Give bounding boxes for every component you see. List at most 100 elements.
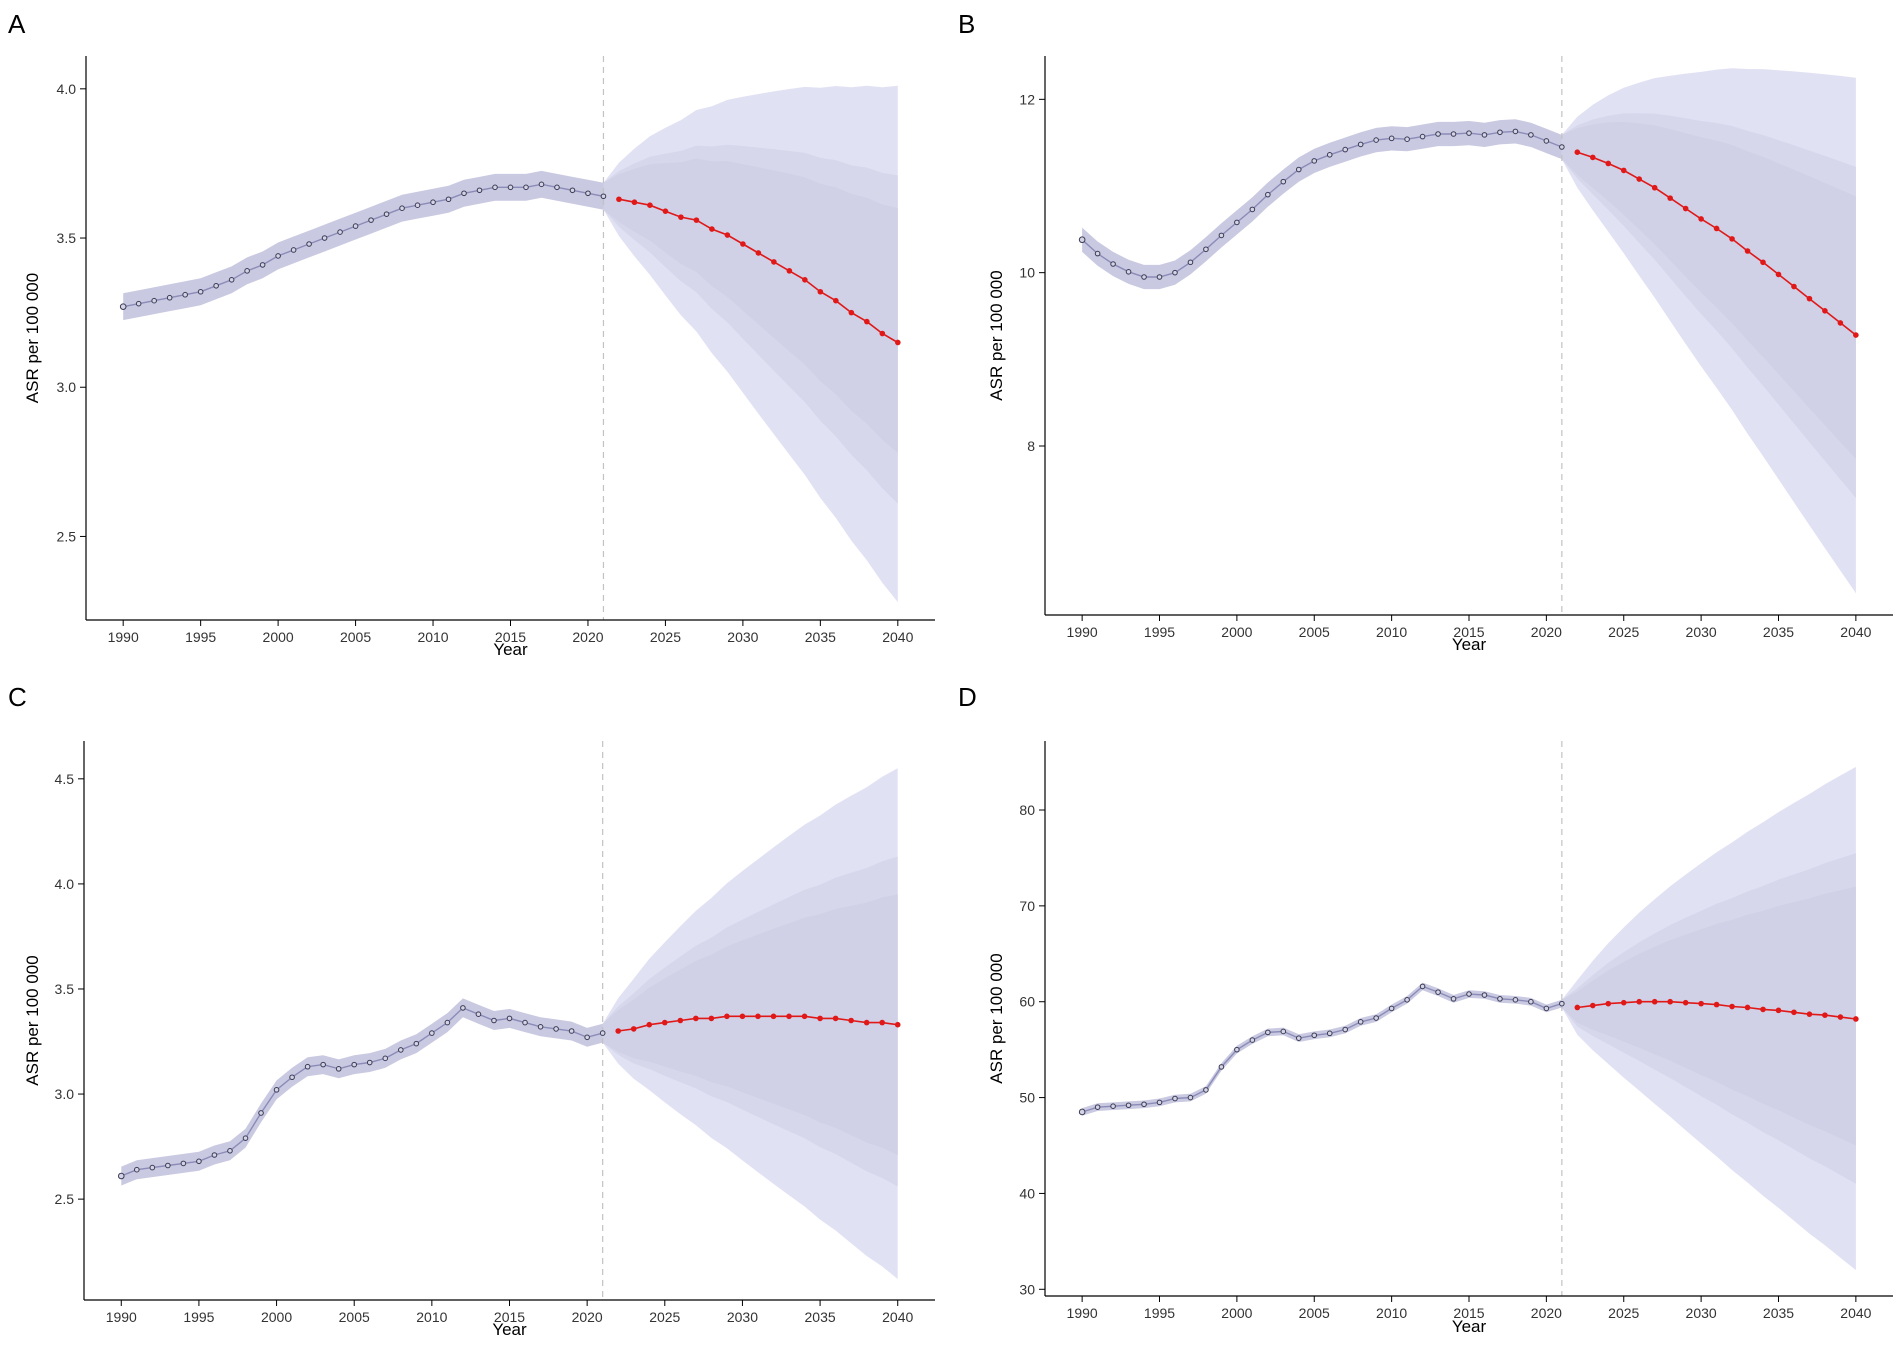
x-tick-label: 1990 [1067, 1305, 1098, 1321]
prediction-point [1682, 205, 1689, 212]
observed-point [475, 1011, 482, 1017]
prediction-point [1729, 236, 1735, 242]
x-axis-title: Year [493, 640, 528, 659]
observed-point [1357, 141, 1364, 148]
observed-point [117, 1172, 125, 1180]
prediction-point [802, 277, 808, 283]
prediction-point [709, 226, 715, 232]
observed-point [445, 196, 452, 203]
observed-point [1265, 191, 1271, 198]
panel-letter: D [958, 682, 977, 712]
observed-point [119, 303, 127, 310]
y-axis-title: ASR per 100 000 [987, 953, 1006, 1083]
observed-point [399, 205, 405, 211]
observed-point [211, 1152, 218, 1158]
y-tick-label: 30 [1019, 1281, 1035, 1297]
x-tick-label: 2000 [261, 1309, 292, 1325]
panel-letter: B [958, 9, 975, 39]
prediction-point [1837, 1014, 1844, 1020]
observed-point [366, 1059, 373, 1066]
x-tick-label: 2020 [1531, 624, 1562, 640]
x-tick-label: 2040 [1840, 1305, 1871, 1321]
observed-point [1559, 144, 1565, 150]
prediction-point [879, 1019, 886, 1026]
y-tick-label: 12 [1019, 91, 1035, 107]
prediction-point [1806, 295, 1813, 302]
observed-point [584, 1034, 590, 1041]
observed-point [1543, 1005, 1550, 1012]
prediction-point [1729, 1003, 1735, 1010]
observed-point [1218, 232, 1225, 239]
x-tick-label: 2000 [1221, 624, 1252, 640]
observed-point [242, 1135, 249, 1141]
observed-point [461, 190, 467, 197]
observed-point [1373, 1015, 1379, 1021]
y-axis-title: ASR per 100 000 [23, 273, 42, 403]
prediction-point [615, 1028, 622, 1034]
observed-point [289, 1074, 295, 1081]
prediction-point [693, 217, 700, 223]
observed-point [1234, 219, 1240, 226]
observed-point [228, 277, 235, 283]
prediction-point [1605, 160, 1612, 167]
observed-point [600, 193, 607, 200]
observed-point [1078, 1108, 1086, 1116]
prediction-point [1636, 998, 1643, 1005]
observed-point [429, 1030, 435, 1036]
observed-point [1512, 997, 1519, 1003]
observed-point [1234, 1046, 1240, 1053]
prediction-point [677, 1017, 684, 1024]
x-axis-title: Year [1452, 635, 1487, 654]
observed-point [1094, 1104, 1101, 1110]
observed-point [196, 1158, 202, 1165]
observed-point [1435, 989, 1441, 995]
observed-series-line [1081, 985, 1563, 1113]
panel-d: D 1990 1995 2000 2005 2010 2015 2020 2025 2030 203… [958, 682, 1893, 1336]
prediction-point [1775, 1007, 1782, 1014]
observed-point [1295, 1035, 1302, 1041]
prediction-point [879, 330, 886, 337]
x-tick-label: 1990 [108, 629, 139, 645]
observed-point [1141, 1101, 1147, 1108]
panel-a: A 1990 1995 2000 2005 2010 2015 2020 2025 2030 203… [8, 9, 935, 659]
prediction-point [1744, 248, 1751, 254]
x-tick-label: 2000 [263, 629, 294, 645]
prediction-point [1698, 216, 1704, 222]
observed-point [1373, 137, 1379, 143]
x-tick-label: 2025 [650, 629, 681, 645]
x-tick-label: 2005 [339, 1309, 370, 1325]
x-tick-label: 1990 [106, 1309, 137, 1325]
uncertainty-band-inner [1561, 121, 1856, 460]
prediction-point [1760, 1006, 1766, 1013]
observed-confidence-band [1082, 119, 1562, 290]
observed-point [1311, 1032, 1318, 1039]
observed-point [1404, 997, 1410, 1003]
x-tick-label: 2025 [649, 1309, 680, 1325]
observed-point [1078, 236, 1086, 244]
observed-point [227, 1147, 233, 1154]
observed-point [522, 1019, 528, 1026]
prediction-point [646, 1021, 653, 1028]
prediction-point [786, 1013, 792, 1020]
x-tick-label: 2040 [882, 629, 913, 645]
observed-point [1342, 1026, 1349, 1033]
prediction-point [724, 232, 731, 238]
observed-point [290, 247, 297, 253]
prediction-point [817, 1015, 823, 1022]
prediction-point [848, 1017, 854, 1024]
observed-point [1466, 991, 1472, 997]
observed-point [568, 1028, 575, 1034]
y-tick-label: 70 [1019, 898, 1035, 914]
observed-point [506, 1015, 513, 1022]
observed-point [306, 241, 312, 247]
observed-point [1450, 996, 1457, 1002]
y-tick-label: 3.5 [57, 230, 77, 246]
x-tick-label: 2030 [727, 1309, 758, 1325]
prediction-point [1775, 271, 1782, 278]
observed-confidence-band [121, 998, 603, 1186]
y-tick-label: 40 [1019, 1185, 1035, 1201]
observed-point [553, 1026, 559, 1032]
prediction-point [755, 250, 762, 256]
prediction-point [894, 1021, 901, 1028]
prediction-point [770, 1013, 777, 1020]
